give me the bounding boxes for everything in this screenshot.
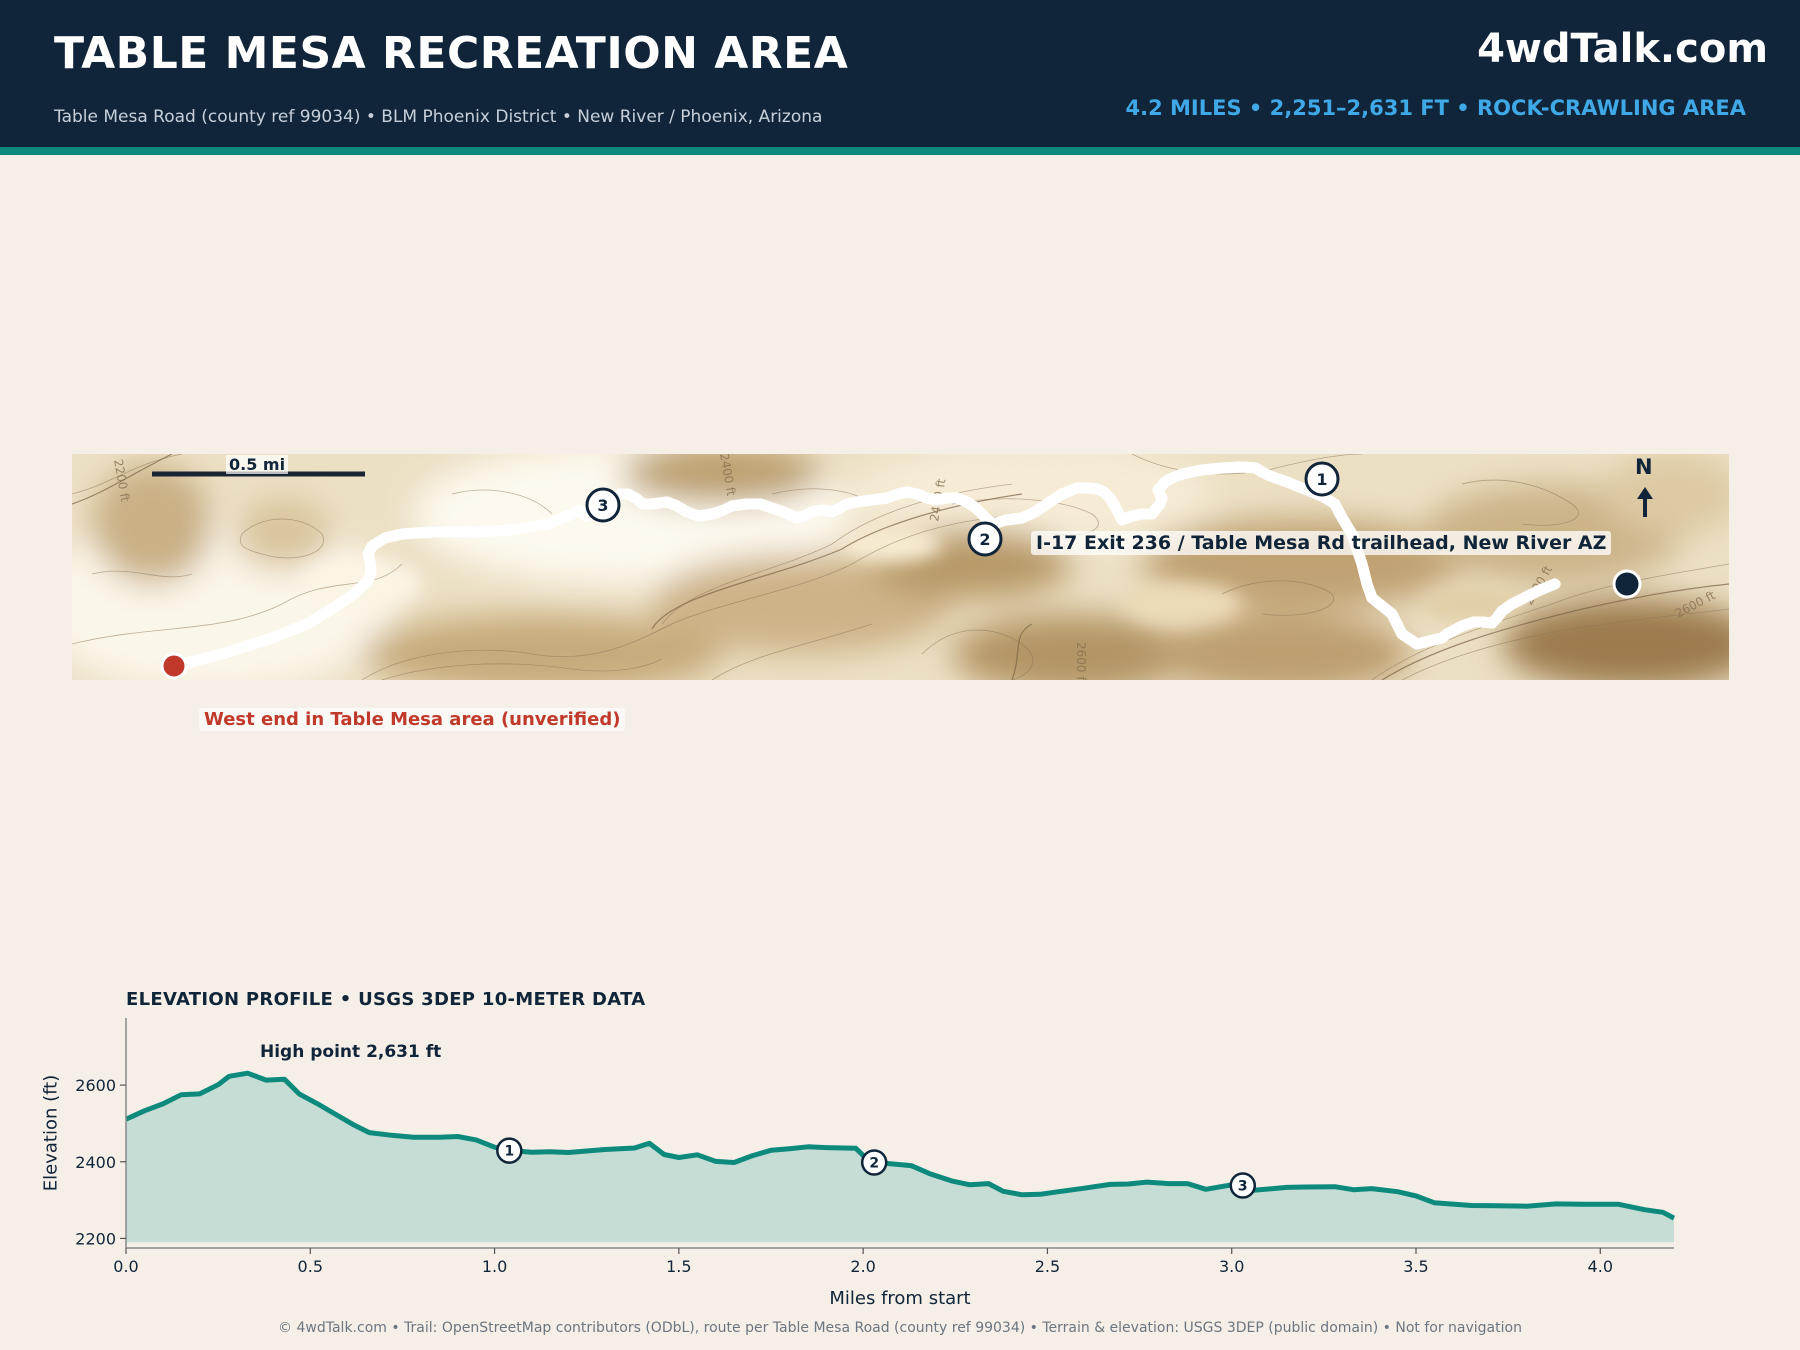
page-subtitle: Table Mesa Road (county ref 99034) • BLM… — [54, 107, 823, 127]
chart-title: ELEVATION PROFILE • USGS 3DEP 10-METER D… — [126, 989, 646, 1010]
x-tick-label: 4.0 — [1588, 1257, 1613, 1276]
contour-index-lines — [72, 454, 1729, 680]
start-callout: West end in Table Mesa area (unverified) — [199, 708, 626, 731]
y-axis-label: Elevation (ft) — [40, 1074, 62, 1192]
page-title: TABLE MESA RECREATION AREA — [54, 28, 849, 79]
accent-stripe — [0, 147, 1800, 155]
profile-waypoint-marker — [860, 1149, 888, 1176]
header-bar: TABLE MESA RECREATION AREA Table Mesa Ro… — [0, 0, 1800, 147]
profile-waypoint-marker — [496, 1137, 523, 1164]
end-callout: I-17 Exit 236 / Table Mesa Rd trailhead,… — [1031, 531, 1612, 555]
profile-waypoint-label: 2 — [869, 1156, 879, 1172]
elevation-line — [124, 1070, 1676, 1221]
y-tick-label: 2200 — [75, 1229, 116, 1248]
attribution-footer: © 4wdTalk.com • Trail: OpenStreetMap con… — [278, 1320, 1522, 1336]
x-tick-label: 2.0 — [850, 1257, 875, 1276]
profile-waypoint-label: 1 — [504, 1144, 514, 1160]
high-point-annotation: High point 2,631 ft — [260, 1042, 442, 1062]
x-tick-label: 0.0 — [113, 1257, 138, 1276]
y-tick-label: 2400 — [75, 1153, 116, 1172]
north-label: N — [1635, 455, 1653, 479]
end-marker[interactable] — [1612, 569, 1642, 599]
elevation-profile-chart: 2200 2400 2600 0.0 0.5 1.0 1.5 2.0 2.5 3.0 3.5 4.0 1… — [75, 1018, 1676, 1276]
x-tick-label: 3.5 — [1403, 1257, 1428, 1276]
scale-label: 0.5 mi — [226, 455, 289, 474]
x-tick-label: 3.0 — [1219, 1257, 1244, 1276]
waypoint-1[interactable]: 1 — [1304, 461, 1340, 497]
waypoint-2[interactable]: 2 — [967, 521, 1003, 557]
waypoint-3[interactable]: 3 — [585, 487, 621, 523]
waypoint-label: 1 — [1316, 470, 1327, 489]
start-marker[interactable] — [160, 652, 188, 680]
contour-label: 2600 ft — [1074, 642, 1088, 680]
trail-map[interactable]: 2200 ft 2400 ft 2400 ft 2600 ft 2600 ft … — [72, 454, 1729, 680]
profile-waypoint-label: 3 — [1238, 1179, 1248, 1195]
hillshade-terrain — [72, 454, 1729, 680]
y-tick-label: 2600 — [75, 1076, 116, 1095]
waypoint-label: 3 — [597, 496, 608, 515]
x-tick-label: 1.5 — [666, 1257, 691, 1276]
waypoint-label: 2 — [979, 530, 990, 549]
north-arrow-icon — [1637, 487, 1653, 517]
x-tick-label: 0.5 — [298, 1257, 323, 1276]
elevation-area — [126, 1073, 1674, 1243]
trail-stats: 4.2 MILES • 2,251–2,631 FT • ROCK-CRAWLI… — [1125, 96, 1746, 120]
brand-logo[interactable]: 4wdTalk.com — [1477, 26, 1768, 72]
x-axis-label: Miles from start — [829, 1288, 971, 1309]
x-tick-label: 1.0 — [482, 1257, 507, 1276]
profile-waypoint-marker — [1229, 1172, 1257, 1199]
x-tick-label: 2.5 — [1035, 1257, 1060, 1276]
